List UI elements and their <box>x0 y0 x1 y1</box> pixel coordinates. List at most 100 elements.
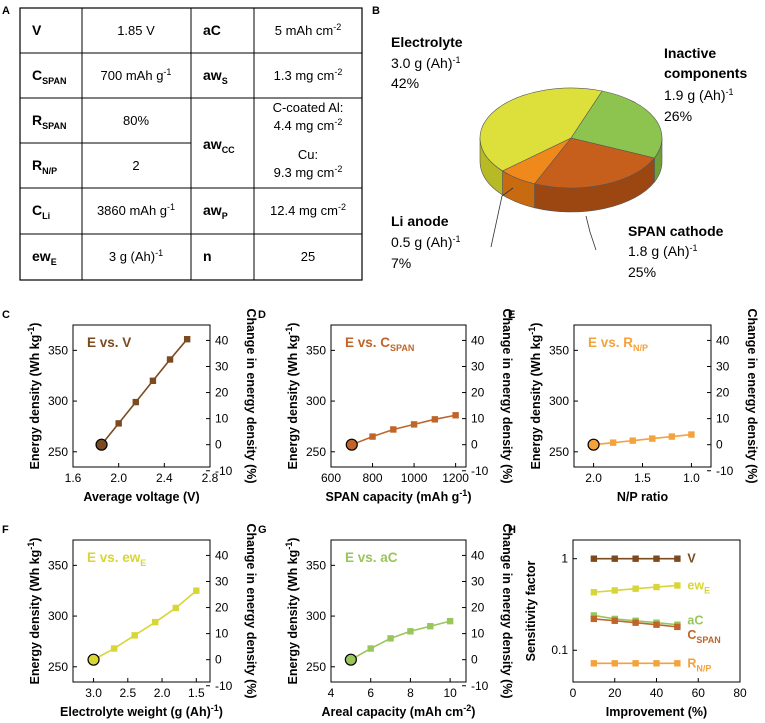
y2-tick-label: 10 <box>471 627 485 641</box>
plot-frame <box>72 539 211 683</box>
y-tick-label: 250 <box>48 445 68 459</box>
y2-tick-label: 40 <box>471 548 485 562</box>
legend-label-ew: ewE <box>687 578 710 595</box>
x-tick-label: 6 <box>367 686 374 700</box>
data-point <box>674 623 681 631</box>
legend-label-r: RN/P <box>687 656 711 673</box>
param-v: V <box>32 22 42 38</box>
y2-tick-label: 20 <box>215 601 229 615</box>
y2-tick-label: 30 <box>471 359 485 373</box>
y2-tick-label: 10 <box>471 412 485 426</box>
y-axis-label: Energy density (Wh kg-1) <box>284 538 300 685</box>
y-tick-label: 300 <box>48 394 68 408</box>
value-aw-p: 12.4 mg cm-2 <box>270 202 346 218</box>
pie-leader-lines <box>490 187 597 251</box>
value-aw-cc-cu-label: Cu: <box>298 147 318 162</box>
x-tick-label: 1.5 <box>188 686 205 700</box>
data-point <box>674 555 681 562</box>
data-point <box>590 660 598 667</box>
y2-axis-label: Change in energy density (%) <box>244 308 258 483</box>
value-r-np: 2 <box>132 158 139 173</box>
x-tick-label: 2.8 <box>202 471 219 485</box>
y-tick-label: 300 <box>306 609 326 623</box>
panel-letter-h: H <box>508 524 516 536</box>
data-point <box>387 635 394 642</box>
panel-letters: A B C D E F G H <box>2 5 516 536</box>
pie-slice-inactive <box>570 90 663 159</box>
legend-label-v: V <box>687 552 696 566</box>
chart-panel-c: 1.6 2.0 2.4 2.8 250 300 350 -10 0 10 20 30 40 Change … <box>26 308 258 504</box>
panel-letter-f: F <box>2 524 9 536</box>
y-axis-label: Energy density (Wh kg-1) <box>26 323 42 470</box>
data-point <box>649 435 656 442</box>
data-point <box>629 437 636 444</box>
y2-tick-label: 0 <box>716 438 723 452</box>
value-c-span: 700 mAh g-1 <box>101 67 172 83</box>
chart-title: E vs. aC <box>345 550 398 565</box>
y2-tick-label: 40 <box>716 333 730 347</box>
y-tick-label: 250 <box>306 660 326 674</box>
y2-axis-label: Change in energy density (%) <box>244 523 258 698</box>
param-r-np: RN/P <box>32 157 57 176</box>
y-tick-label: 1 <box>561 552 568 566</box>
y2-tick-label: 20 <box>471 601 485 615</box>
pie-pct-li: 7% <box>391 255 411 271</box>
param-aw-p: awP <box>203 202 228 221</box>
x-tick-label: 2.0 <box>110 471 127 485</box>
data-point <box>674 582 681 589</box>
y2-tick-label: 30 <box>215 359 229 373</box>
param-ew-e: ewE <box>32 248 57 267</box>
value-aw-cc-al-label: C-coated Al: <box>273 100 344 115</box>
panel-letter-d: D <box>258 309 266 321</box>
panel-letter-e: E <box>508 309 515 321</box>
y2-tick-label: 20 <box>716 386 730 400</box>
panel-letter-g: G <box>258 524 267 536</box>
data-point <box>632 555 639 562</box>
y-axis-label: Sensitivity factor <box>524 561 538 662</box>
plot-frame <box>330 539 467 683</box>
y-tick-label: 350 <box>549 343 569 357</box>
param-n: n <box>203 248 212 264</box>
data-point <box>407 628 414 635</box>
series-line-main <box>93 590 197 661</box>
data-point <box>166 356 174 363</box>
data-point <box>590 612 598 619</box>
value-r-span: 80% <box>123 113 149 128</box>
y2-tick-label: -10 <box>471 679 489 693</box>
pie-value-electrolyte: 3.0 g (Ah)-1 <box>391 55 461 71</box>
data-point <box>193 587 200 594</box>
data-point <box>653 621 660 628</box>
x-tick-label: 2.0 <box>585 471 602 485</box>
data-point <box>632 619 639 626</box>
y2-tick-label: 10 <box>716 412 730 426</box>
panel-letter-c: C <box>2 309 10 321</box>
x-axis-label: Improvement (%) <box>606 705 707 719</box>
x-tick-label: 600 <box>321 471 341 485</box>
y2-tick-label: 10 <box>215 412 229 426</box>
y2-tick-label: 0 <box>471 653 478 667</box>
panel-letter-b: B <box>372 5 380 17</box>
data-point <box>590 615 598 623</box>
x-tick-label: 2.0 <box>154 686 171 700</box>
x-tick-label: 60 <box>692 686 706 700</box>
pie-labels: Electrolyte 3.0 g (Ah)-1 42% Inactive co… <box>391 34 747 280</box>
pie-pct-electrolyte: 42% <box>391 75 419 91</box>
y2-axis-label: Change in energy density (%) <box>500 308 514 483</box>
x-tick-label: 1.6 <box>65 471 82 485</box>
y-tick-label: 250 <box>306 445 326 459</box>
y2-axis-label: Change in energy density (%) <box>745 308 759 483</box>
pie-label-inactive-1: Inactive <box>664 45 716 61</box>
x-tick-label: 40 <box>650 686 664 700</box>
chart-panel-d: 600 800 1000 1200 250 300 350 -10 0 10 20 30 40 Chang… <box>284 308 514 504</box>
data-point <box>131 632 138 639</box>
y-tick-label: 350 <box>48 343 68 357</box>
value-v: 1.85 V <box>117 23 155 38</box>
pie-label-inactive-2: components <box>664 65 747 81</box>
value-n: 25 <box>301 249 315 264</box>
y-tick-label: 300 <box>48 609 68 623</box>
data-point <box>590 555 598 562</box>
data-point <box>688 431 695 438</box>
data-point <box>183 336 191 343</box>
param-ac: aC <box>203 22 221 38</box>
